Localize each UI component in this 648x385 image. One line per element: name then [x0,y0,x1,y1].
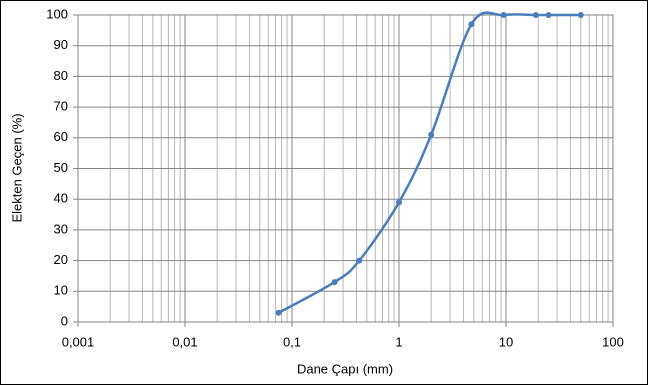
x-tick-label: 0,001 [62,334,95,349]
data-point [396,199,402,206]
data-point [532,12,539,18]
y-tick-label: 0 [61,313,68,328]
y-tick-label: 50 [54,160,68,175]
y-tick-label: 100 [46,6,68,21]
data-line [278,11,581,314]
y-tick-label: 90 [54,37,68,52]
y-tick-label: 70 [54,99,68,114]
y-tick-label: 20 [54,252,68,267]
plot-border [77,14,614,323]
data-point [500,12,507,18]
x-tick-label: 0,1 [283,334,301,349]
x-tick-label: 10 [499,334,513,349]
y-tick-label: 30 [54,221,68,236]
data-point [428,131,435,138]
y-tick-label: 80 [54,68,68,83]
x-tick-label: 1 [395,334,402,349]
data-point [356,257,363,264]
data-point [577,12,584,18]
x-tick-label: 0,01 [172,334,197,349]
data-point [275,309,282,316]
y-tick-label: 10 [54,283,68,298]
data-point [468,21,475,28]
y-tick-label: 40 [54,191,68,206]
y-tick-label: 60 [54,129,68,144]
data-point [331,279,338,286]
data-point [545,12,552,18]
x-axis-title: Dane Çapı (mm) [297,361,393,376]
y-axis-title: Elekten Geçen (%) [9,113,24,222]
x-tick-label: 100 [602,334,624,349]
